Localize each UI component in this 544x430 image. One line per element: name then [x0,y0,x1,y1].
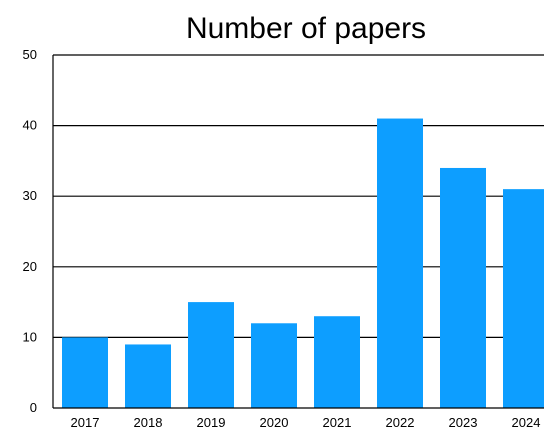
x-tick-label: 2020 [260,415,289,430]
x-tick-labels: 2017 2018 2019 2020 2021 2022 2023 2024 [71,415,541,430]
y-tick-label: 10 [23,329,37,344]
x-tick-label: 2022 [386,415,415,430]
x-tick-label: 2021 [323,415,352,430]
bar-2021 [314,316,360,408]
bar-2019 [188,302,234,408]
x-tick-label: 2023 [449,415,478,430]
bar-2022 [377,118,423,408]
x-tick-label: 2017 [71,415,100,430]
bar-2018 [125,344,171,408]
bars [62,118,544,408]
bar-2024 [503,189,544,408]
y-tick-label: 40 [23,118,37,133]
chart-title: Number of papers [186,12,426,45]
x-tick-label: 2024 [512,415,541,430]
y-tick-label: 0 [30,400,37,415]
y-tick-label: 20 [23,259,37,274]
axes [52,55,544,409]
y-tick-label: 50 [23,47,37,62]
y-tick-label: 30 [23,188,37,203]
x-tick-label: 2018 [134,415,163,430]
bar-2020 [251,323,297,408]
bar-2023 [440,167,486,408]
x-tick-label: 2019 [197,415,226,430]
bar-2017 [62,337,108,408]
y-tick-labels: 0 10 20 30 40 50 [23,47,37,415]
